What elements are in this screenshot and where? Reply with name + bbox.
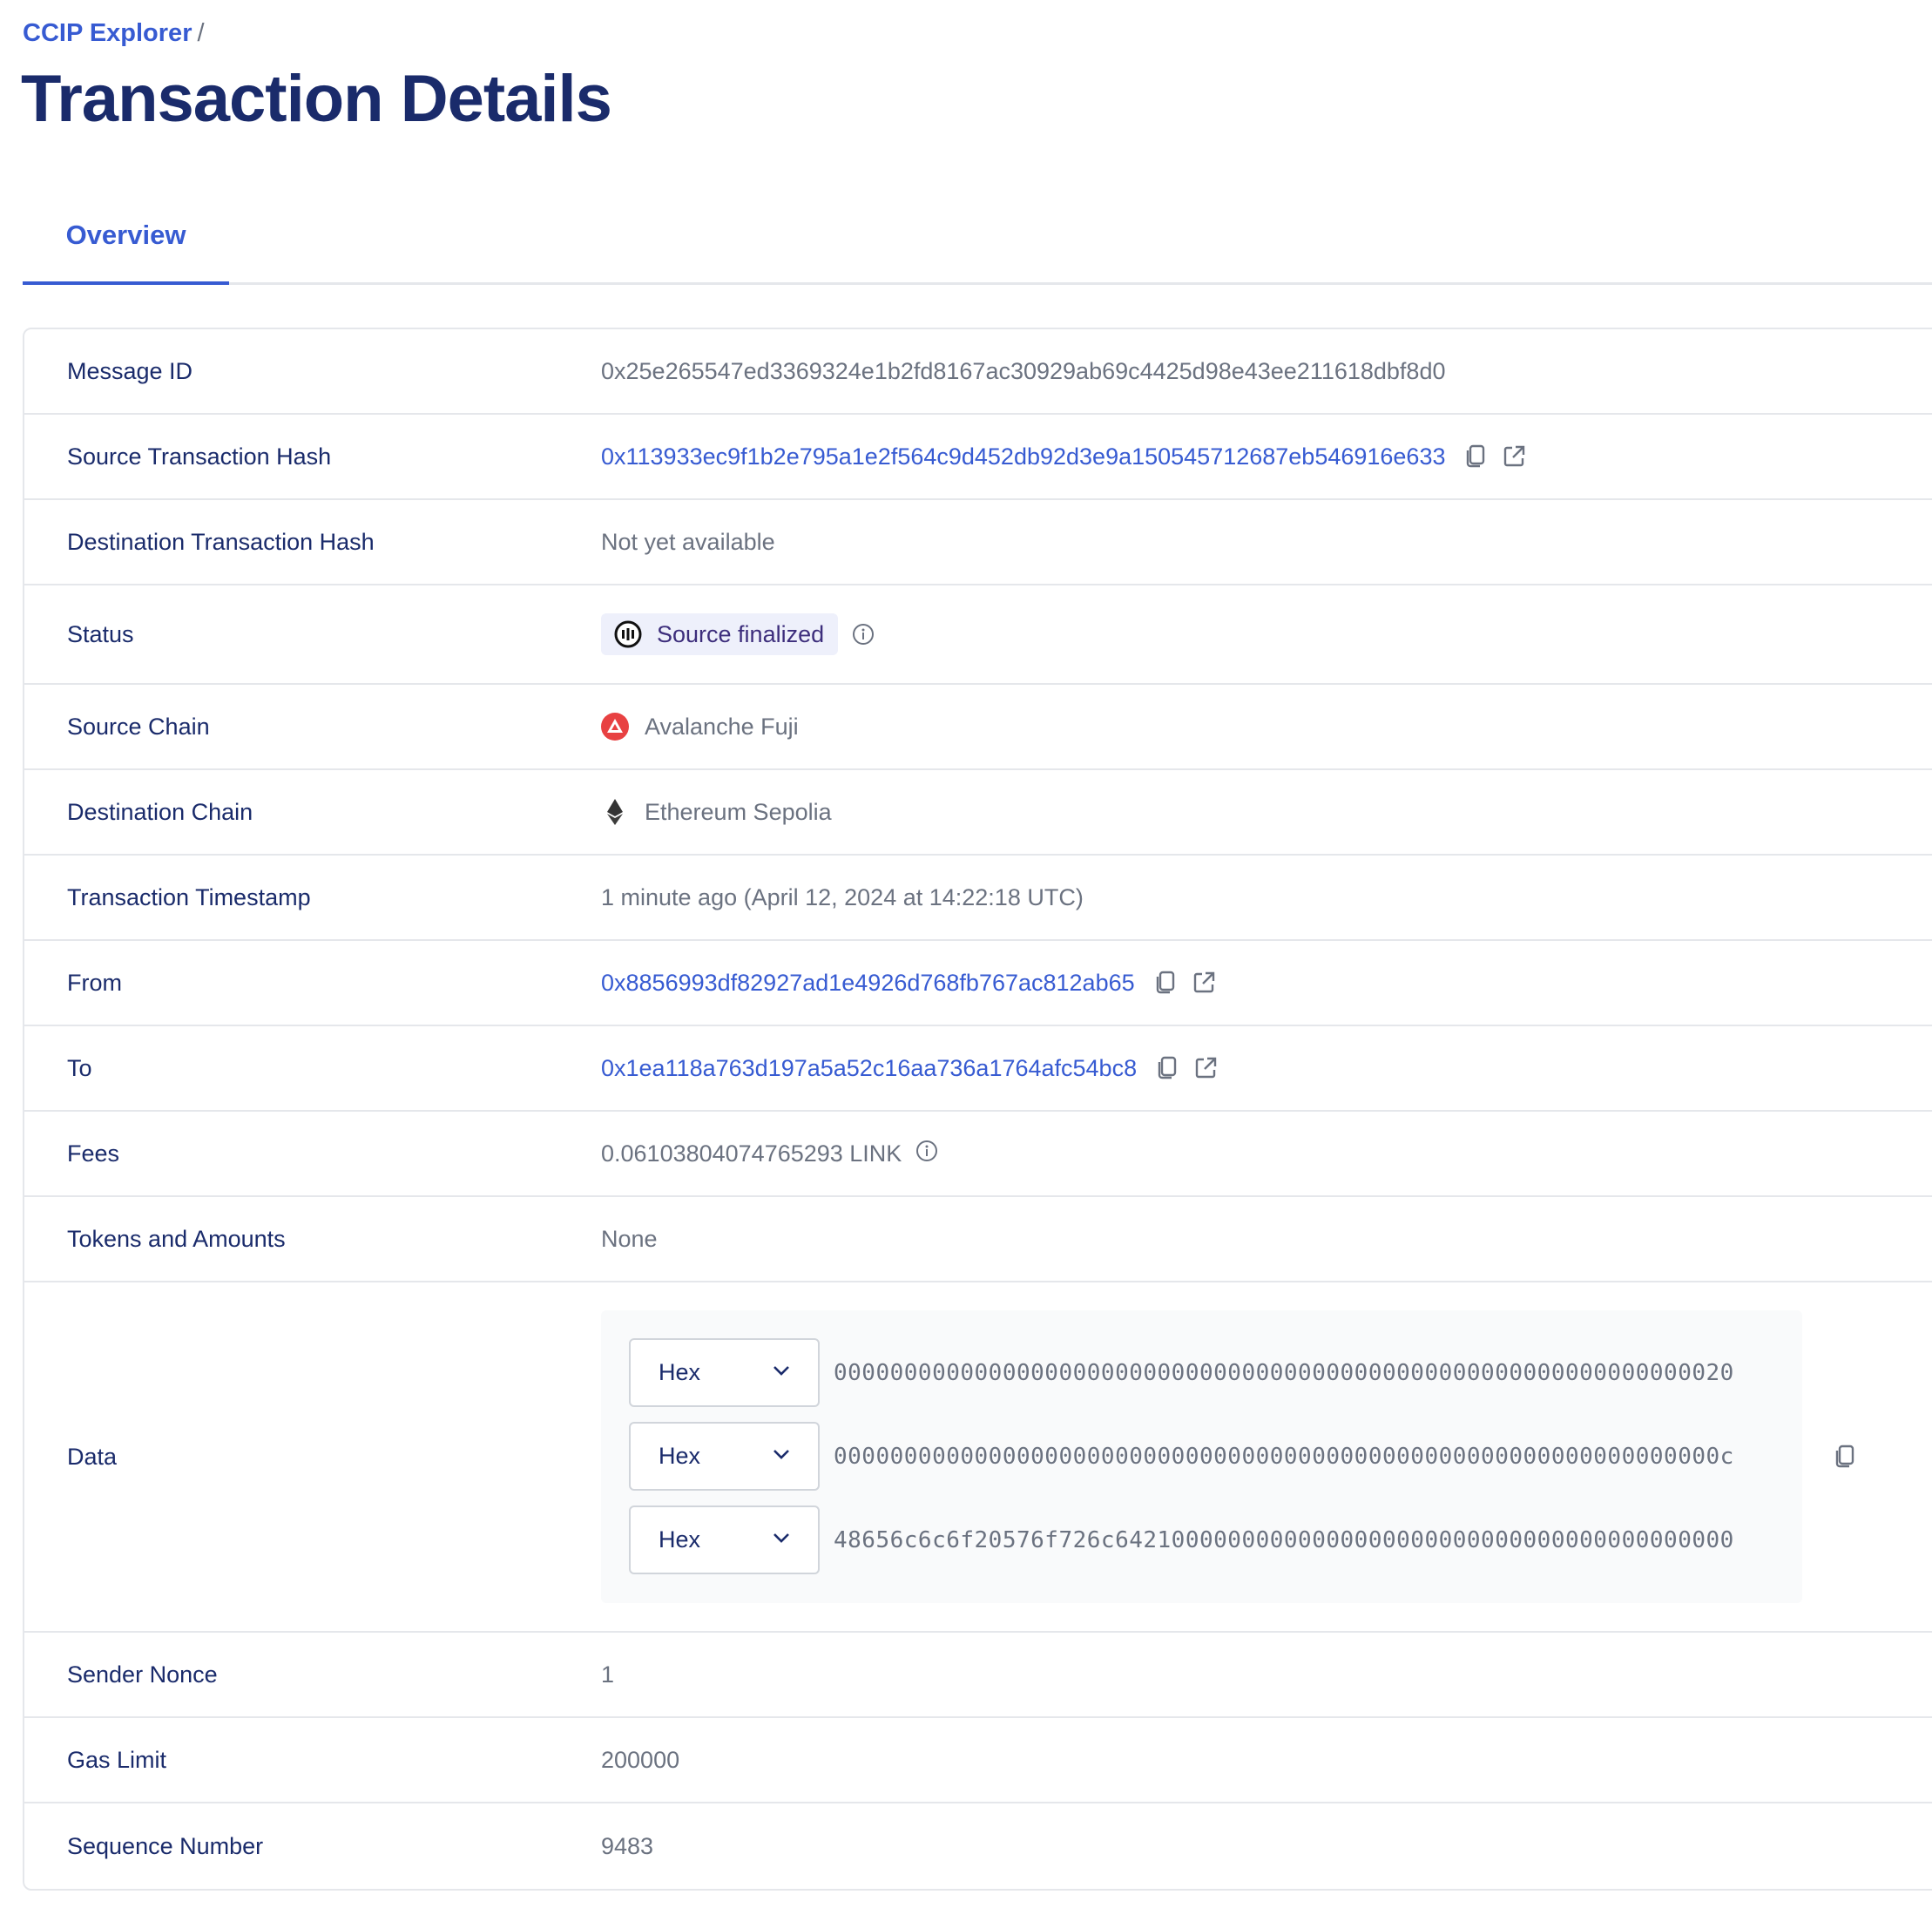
row-label: Destination Transaction Hash (67, 528, 375, 555)
destination-chain-value: Ethereum Sepolia (645, 798, 832, 825)
row-tokens-amounts: Tokens and Amounts None (24, 1197, 1932, 1282)
breadcrumb-separator: / (197, 19, 205, 47)
chevron-down-icon (771, 1526, 792, 1553)
row-fees: Fees 0.06103804074765293 LINK (24, 1112, 1932, 1197)
format-select-value: Hex (659, 1443, 701, 1469)
copy-icon[interactable] (1154, 1055, 1180, 1081)
tokens-value: None (601, 1225, 658, 1252)
row-label: Sender Nonce (67, 1661, 218, 1688)
to-address-link[interactable]: 0x1ea118a763d197a5a52c16aa736a1764afc54b… (601, 1054, 1138, 1081)
row-label: Fees (67, 1140, 120, 1167)
data-line: Hex 000000000000000000000000000000000000… (629, 1422, 1774, 1491)
data-box: Hex 000000000000000000000000000000000000… (601, 1310, 1802, 1603)
data-line: Hex 48656c6c6f20576f726c6421000000000000… (629, 1505, 1774, 1574)
row-label: From (67, 969, 122, 996)
copy-icon[interactable] (1152, 970, 1179, 996)
transaction-details-card: Message ID 0x25e265547ed3369324e1b2fd816… (23, 328, 1932, 1891)
info-icon[interactable] (914, 1138, 940, 1164)
external-link-icon[interactable] (1192, 1055, 1219, 1081)
row-from: From 0x8856993df82927ad1e4926d768fb767ac… (24, 941, 1932, 1026)
page-title: Transaction Details (21, 62, 612, 136)
tab-bar: Overview (23, 202, 1932, 285)
copy-icon[interactable] (1463, 443, 1489, 470)
timestamp-value: 1 minute ago (April 12, 2024 at 14:22:18… (601, 883, 1084, 910)
row-label: Tokens and Amounts (67, 1225, 286, 1252)
row-label: Transaction Timestamp (67, 883, 311, 910)
data-hex-value: 0000000000000000000000000000000000000000… (834, 1359, 1734, 1386)
chevron-down-icon (771, 1443, 792, 1470)
format-select[interactable]: Hex (629, 1422, 820, 1491)
from-address-link[interactable]: 0x8856993df82927ad1e4926d768fb767ac812ab… (601, 969, 1135, 996)
source-tx-hash-link[interactable]: 0x113933ec9f1b2e795a1e2f564c9d452db92d3e… (601, 443, 1446, 470)
row-label: Source Chain (67, 713, 210, 740)
status-badge: Source finalized (601, 613, 839, 655)
destination-tx-hash-value: Not yet available (601, 528, 775, 555)
breadcrumb-ccip-explorer-link[interactable]: CCIP Explorer (23, 19, 193, 47)
row-source-chain: Source Chain Avalanche Fuji (24, 685, 1932, 770)
status-text: Source finalized (657, 620, 825, 647)
format-select-value: Hex (659, 1526, 701, 1553)
row-label: Message ID (67, 357, 193, 384)
data-line: Hex 000000000000000000000000000000000000… (629, 1338, 1774, 1407)
format-select[interactable]: Hex (629, 1505, 820, 1574)
format-select-value: Hex (659, 1359, 701, 1385)
ethereum-icon (601, 798, 629, 826)
sender-nonce-value: 1 (601, 1661, 615, 1688)
row-label: Gas Limit (67, 1746, 167, 1773)
row-sender-nonce: Sender Nonce 1 (24, 1633, 1932, 1718)
row-to: To 0x1ea118a763d197a5a52c16aa736a1764afc… (24, 1026, 1932, 1112)
info-icon[interactable] (850, 621, 876, 647)
gas-limit-value: 200000 (601, 1746, 680, 1773)
data-hex-value: 48656c6c6f20576f726c64210000000000000000… (834, 1526, 1734, 1553)
row-label: Source Transaction Hash (67, 443, 332, 470)
row-label: Data (67, 1443, 118, 1470)
progress-icon (613, 619, 643, 649)
message-id-value: 0x25e265547ed3369324e1b2fd8167ac30929ab6… (601, 357, 1446, 384)
row-label: Sequence Number (67, 1832, 264, 1859)
row-label: Status (67, 620, 134, 647)
avalanche-icon (601, 713, 629, 741)
row-sequence-number: Sequence Number 9483 (24, 1803, 1932, 1889)
row-timestamp: Transaction Timestamp 1 minute ago (Apri… (24, 856, 1932, 941)
row-source-tx-hash: Source Transaction Hash 0x113933ec9f1b2e… (24, 415, 1932, 500)
format-select[interactable]: Hex (629, 1338, 820, 1407)
copy-icon[interactable] (1832, 1444, 1858, 1470)
row-gas-limit: Gas Limit 200000 (24, 1718, 1932, 1803)
data-hex-value: 0000000000000000000000000000000000000000… (834, 1443, 1734, 1470)
external-link-icon[interactable] (1191, 970, 1217, 996)
breadcrumb: CCIP Explorer / (23, 19, 205, 48)
row-label: Destination Chain (67, 798, 253, 825)
chevron-down-icon (771, 1359, 792, 1386)
row-message-id: Message ID 0x25e265547ed3369324e1b2fd816… (24, 329, 1932, 415)
external-link-icon[interactable] (1501, 443, 1527, 470)
row-destination-chain: Destination Chain Ethereum Sepolia (24, 770, 1932, 856)
fees-value: 0.06103804074765293 LINK (601, 1140, 902, 1167)
row-data: Data Hex 0000000000000000000000000000000… (24, 1282, 1932, 1633)
source-chain-value: Avalanche Fuji (645, 713, 799, 740)
sequence-number-value: 9483 (601, 1832, 654, 1859)
row-status: Status Source finalized (24, 585, 1932, 685)
row-destination-tx-hash: Destination Transaction Hash Not yet ava… (24, 500, 1932, 585)
row-label: To (67, 1054, 92, 1081)
tab-overview[interactable]: Overview (23, 202, 229, 285)
